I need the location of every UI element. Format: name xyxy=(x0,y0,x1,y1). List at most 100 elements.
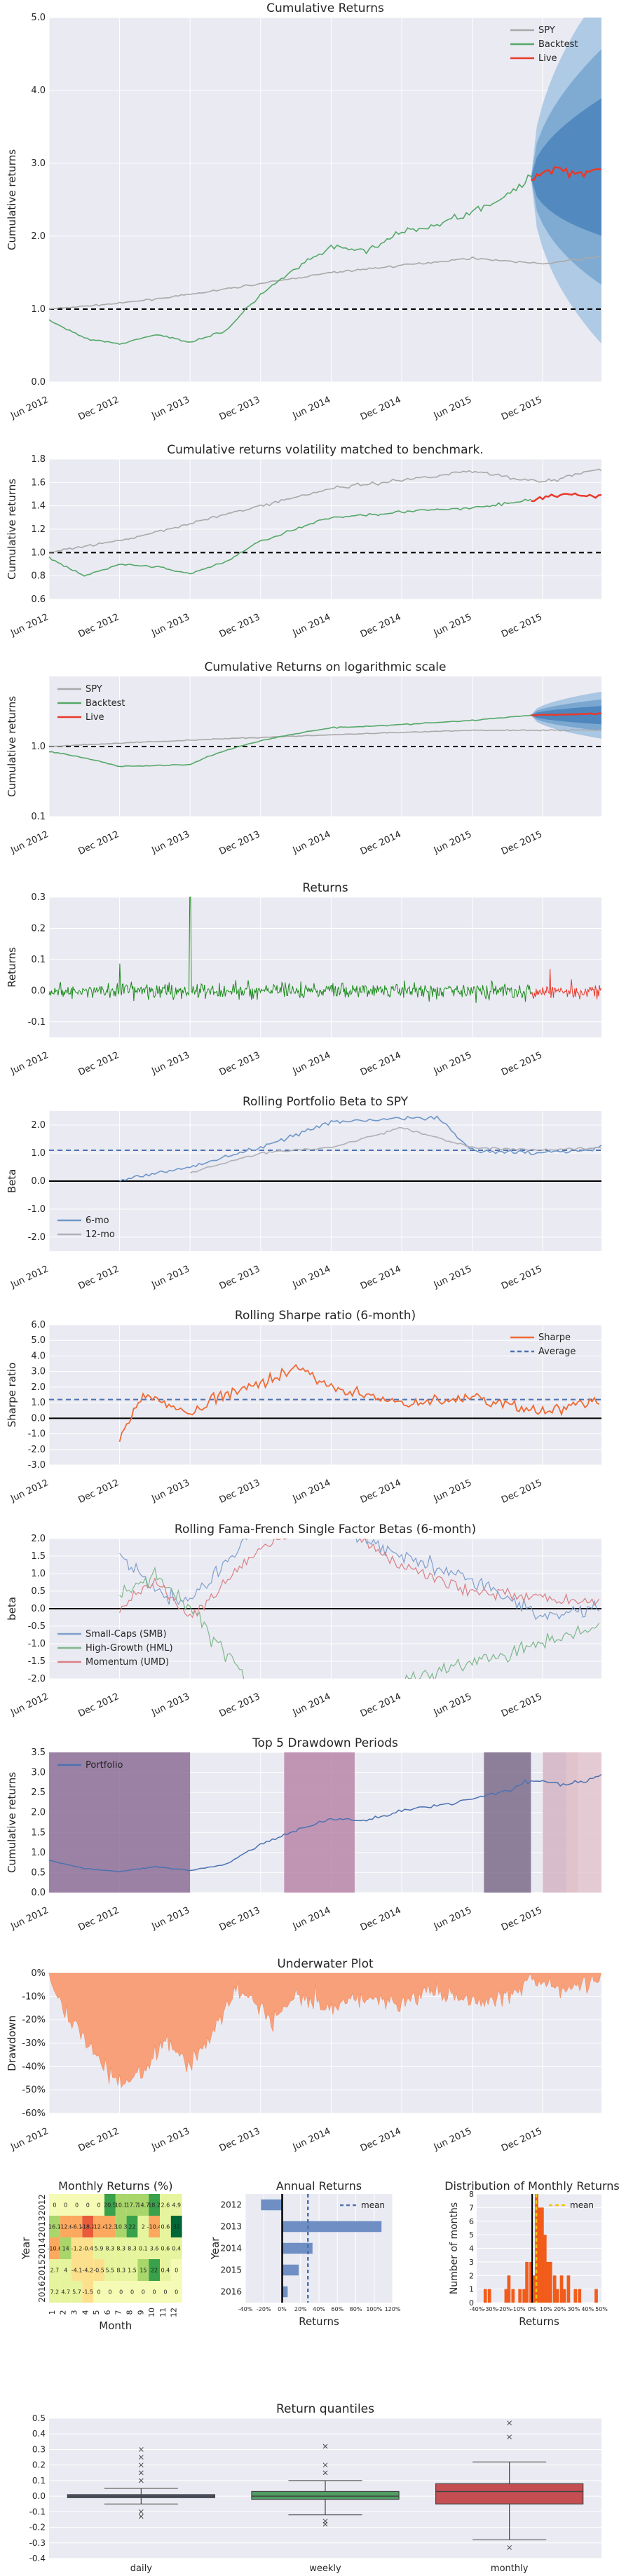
x-tick-label: 4 xyxy=(81,2310,90,2315)
heatmap-cell xyxy=(137,2194,149,2216)
y-tick-label: 0.0 xyxy=(31,1413,46,1424)
legend: SPY Backtest Live xyxy=(57,684,125,723)
y-tick-label: 0 xyxy=(469,2298,474,2308)
y-tick-label: 6.0 xyxy=(31,1320,46,1330)
x-tick-label: 20% xyxy=(554,2306,566,2312)
y-axis-label: Returns xyxy=(6,947,18,988)
y-tick-label: 2.0 xyxy=(31,231,46,242)
y-tick-label: 0.0 xyxy=(31,377,46,388)
heatmap-cell-label: 8.3 xyxy=(116,2246,125,2252)
heatmap-cell-label: 22 xyxy=(151,2268,158,2274)
heatmap-cell-label: 0.4 xyxy=(161,2268,170,2274)
x-tick-label: Jun 2012 xyxy=(8,829,50,856)
y-tick-label: 2013 xyxy=(220,2222,242,2232)
y-tick-label: 0.0 xyxy=(31,1176,46,1187)
y-tick-label: 2015 xyxy=(37,2259,47,2281)
histogram-bar xyxy=(566,2275,571,2303)
y-tick-label: 2.5 xyxy=(31,1787,46,1798)
x-tick-label: Jun 2015 xyxy=(432,829,473,856)
y-tick-label: 2.0 xyxy=(31,1534,46,1544)
histogram-bar xyxy=(559,2275,564,2303)
y-tick-label: -0.1 xyxy=(28,1017,46,1028)
box-outlier xyxy=(138,2470,144,2476)
chart-title: Rolling Fama-French Single Factor Betas … xyxy=(175,1522,476,1536)
series-line-umd xyxy=(119,1539,600,1618)
chart-title: Cumulative Returns xyxy=(266,1,384,15)
heatmap-cell-label: 22 xyxy=(128,2224,135,2230)
heatmap-cell xyxy=(149,2216,160,2237)
chart-panel: -2.0 -1.0 0.0 1.0 2.0 Jun 2012 Dec 2012 Jun 201… xyxy=(6,1095,602,1292)
series-line-portfolio xyxy=(48,1773,602,1873)
heatmap-cell-label: -12.6 xyxy=(58,2224,73,2230)
x-tick-label: Dec 2014 xyxy=(359,829,403,857)
legend-label: Live xyxy=(538,53,557,64)
x-tick-label: Jun 2013 xyxy=(149,1905,191,1932)
series-line-backtest xyxy=(48,498,531,577)
heatmap-cell-label: 2 xyxy=(142,2224,145,2230)
chart-title: Annual Returns xyxy=(276,2179,362,2193)
series-line-backtest xyxy=(48,714,531,768)
legend-label: 12-mo xyxy=(86,1229,115,1240)
x-tick-label: Jun 2015 xyxy=(432,2126,473,2153)
x-tick-label: Jun 2014 xyxy=(291,1691,332,1718)
histogram-bar xyxy=(522,2289,526,2303)
y-tick-label: -2.0 xyxy=(28,1445,46,1455)
heatmap-cell-label: 0 xyxy=(119,2289,123,2296)
heatmap-cell xyxy=(137,2281,149,2303)
chart-title: Rolling Portfolio Beta to SPY xyxy=(243,1095,409,1109)
legend-label: mean xyxy=(361,2200,385,2210)
x-tick-label: Dec 2013 xyxy=(218,2126,262,2154)
y-tick-label: 2014 xyxy=(220,2244,242,2254)
heatmap-cell xyxy=(82,2237,94,2259)
y-axis-label: Year xyxy=(20,2237,32,2261)
y-tick-label: -1.5 xyxy=(28,1656,46,1667)
x-tick-label: Jun 2014 xyxy=(291,1905,332,1932)
y-tick-label: -1.0 xyxy=(28,1429,46,1440)
histogram-bar xyxy=(518,2289,522,2303)
heatmap-cell xyxy=(137,2216,149,2237)
x-tick-label: Dec 2013 xyxy=(218,612,262,640)
x-tick-label: Jun 2013 xyxy=(149,1691,191,1718)
heatmap-cell xyxy=(160,2237,171,2259)
series-line-live xyxy=(531,492,602,503)
heatmap-cell xyxy=(170,2281,182,2303)
y-tick-label: 2.0 xyxy=(31,1808,46,1818)
heatmap-cell-label: 0 xyxy=(175,2289,178,2296)
x-tick-label: Jun 2014 xyxy=(291,1050,332,1077)
box-outlier xyxy=(322,2470,328,2476)
heatmap-cell xyxy=(115,2216,127,2237)
heatmap-cell-label: 3.6 xyxy=(150,2246,159,2252)
x-tick-label: Dec 2012 xyxy=(76,1905,121,1933)
x-tick-label: Dec 2014 xyxy=(359,2126,403,2154)
y-tick-label: 2014 xyxy=(37,2237,47,2259)
x-tick-label: 10 xyxy=(147,2308,156,2317)
y-tick-label: 1 xyxy=(469,2285,474,2294)
y-tick-label: 0.1 xyxy=(31,812,46,822)
x-tick-label: Jun 2012 xyxy=(8,612,50,639)
x-tick-label: Dec 2013 xyxy=(218,1905,262,1933)
heatmap-cell xyxy=(60,2259,72,2281)
x-tick-label: -10% xyxy=(511,2306,526,2312)
heatmap-cell xyxy=(160,2194,171,2216)
x-tick-label: 0% xyxy=(528,2306,537,2312)
y-tick-label: 0.1 xyxy=(32,2476,46,2486)
x-tick-label: 7 xyxy=(114,2310,123,2315)
legend: 6-mo 12-mo xyxy=(57,1215,115,1240)
y-tick-label: -1.0 xyxy=(28,1639,46,1649)
heatmap-cell-label: 0 xyxy=(64,2202,67,2209)
x-axis-label: Month xyxy=(99,2319,132,2332)
x-tick-label: Dec 2014 xyxy=(359,1691,403,1719)
legend: SPY Backtest Live xyxy=(510,25,578,64)
heatmap-cell-label: 0 xyxy=(75,2202,79,2209)
box-outlier xyxy=(507,2420,512,2426)
x-tick-label: Dec 2012 xyxy=(76,2126,121,2154)
heatmap-cell-label: 0.6 xyxy=(161,2224,170,2230)
y-tick-label: 1.8 xyxy=(31,454,46,465)
y-tick-label: 7 xyxy=(469,2203,474,2212)
legend-label: Average xyxy=(538,1347,576,1357)
bar xyxy=(282,2286,288,2298)
y-tick-label: 1.2 xyxy=(31,524,46,535)
heatmap-cell xyxy=(126,2194,138,2216)
heatmap-cell xyxy=(93,2216,104,2237)
x-tick-label: -40% xyxy=(470,2306,484,2312)
